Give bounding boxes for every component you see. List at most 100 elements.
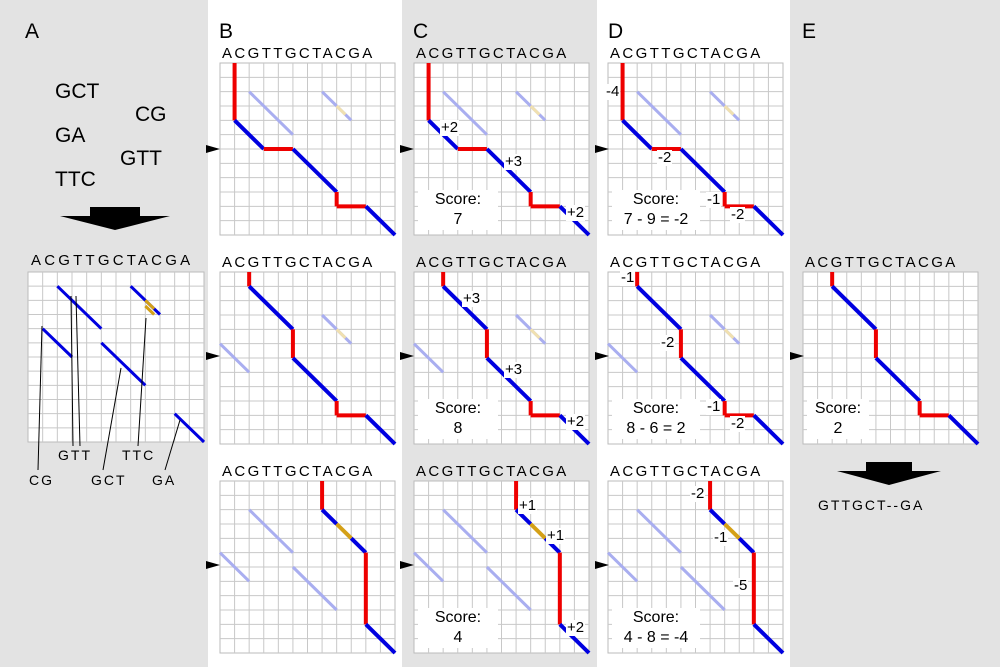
score-annotation: +3 xyxy=(462,290,482,307)
row-pointer-icon xyxy=(400,352,414,360)
score-annotation: -1 xyxy=(706,398,722,415)
match-segment xyxy=(364,204,397,237)
fragment-label-gct: GCT xyxy=(91,472,127,488)
score-annotation: +2 xyxy=(566,413,586,430)
faint-fragment-diagonal xyxy=(636,508,682,554)
fragment-label-gtt: GTT xyxy=(58,447,92,463)
row-pointer-icon xyxy=(206,145,220,153)
faint-fragment-diagonal xyxy=(442,508,488,554)
score-annotation: +3 xyxy=(504,153,524,170)
row-pointer-icon xyxy=(400,561,414,569)
fragment-label-ga: GA xyxy=(152,472,177,488)
fragment-label-cg: CG xyxy=(29,472,54,488)
faint-fragment-diagonal xyxy=(485,565,532,612)
score-annotation: -2 xyxy=(730,206,746,223)
faint-fragment-diagonal xyxy=(636,90,682,136)
fragment-label-ttc: TTC xyxy=(122,447,156,463)
score-annotation: -5 xyxy=(733,577,749,594)
score-annotation: +3 xyxy=(504,361,524,378)
score-box-e: Score: 2 xyxy=(807,399,869,439)
row-pointer-icon xyxy=(595,561,609,569)
match-segment xyxy=(635,284,683,331)
match-segment xyxy=(441,284,489,331)
faint-fragment-diagonal xyxy=(335,104,347,116)
sequence-header-b1: ACGTTGCTACGA xyxy=(222,45,375,62)
overlap-segment xyxy=(529,522,547,540)
fragment-diagonal xyxy=(41,327,74,359)
sequence-header-c1: ACGTTGCTACGA xyxy=(416,45,569,62)
dot-plot-grid-b2 xyxy=(218,271,397,446)
row-pointer-icon xyxy=(206,352,220,360)
row-pointer-icon xyxy=(206,561,220,569)
faint-fragment-diagonal xyxy=(679,565,726,612)
down-arrow-icon xyxy=(60,207,170,230)
overlap-segment xyxy=(144,304,156,316)
panel-label-d: D xyxy=(608,20,624,43)
score-box-d2: Score: 8 - 6 = 2 xyxy=(612,399,700,439)
dot-plot-grid-b3 xyxy=(218,480,397,655)
fragment-cg: CG xyxy=(135,103,167,126)
faint-fragment-diagonal xyxy=(442,90,488,136)
final-alignment: GTTGCT--GA xyxy=(818,497,925,513)
match-segment xyxy=(349,536,368,555)
dot-plot-grid-c3 xyxy=(412,480,591,655)
match-segment xyxy=(364,413,397,446)
match-segment xyxy=(737,536,756,555)
match-segment xyxy=(320,508,339,526)
dot-plot-grid-b1 xyxy=(219,62,397,237)
sequence-header-c2: ACGTTGCTACGA xyxy=(416,254,569,271)
down-arrow-icon xyxy=(837,462,941,485)
fragment-gct: GCT xyxy=(55,80,100,103)
score-annotation: -1 xyxy=(713,529,729,546)
fragment-diagonal xyxy=(56,285,103,330)
match-segment xyxy=(247,284,295,331)
sequence-header-e: ACGTTGCTACGA xyxy=(805,254,958,271)
faint-fragment-diagonal xyxy=(412,551,445,583)
score-box-d1: Score: 7 - 9 = -2 xyxy=(612,190,700,230)
faint-fragment-diagonal xyxy=(321,90,353,122)
score-annotation: -4 xyxy=(605,83,621,100)
faint-fragment-diagonal xyxy=(723,328,735,340)
match-segment xyxy=(485,356,533,403)
match-segment xyxy=(947,413,980,446)
faint-fragment-diagonal xyxy=(606,342,639,374)
match-segment xyxy=(364,622,397,655)
fragment-diagonal xyxy=(173,412,206,444)
sequence-header-d1: ACGTTGCTACGA xyxy=(610,45,763,62)
match-segment xyxy=(621,118,654,151)
match-segment xyxy=(830,284,878,331)
faint-fragment-diagonal xyxy=(412,342,445,374)
score-annotation: -2 xyxy=(690,485,706,502)
match-segment xyxy=(679,356,727,403)
sequence-header-d2: ACGTTGCTACGA xyxy=(610,254,763,271)
score-annotation: -1 xyxy=(620,269,636,286)
sequence-header-b2: ACGTTGCTACGA xyxy=(222,254,375,271)
match-segment xyxy=(752,204,785,237)
dot-plot-grid-a xyxy=(27,271,206,444)
faint-fragment-diagonal xyxy=(248,90,294,136)
score-annotation: +1 xyxy=(546,527,566,544)
match-segment xyxy=(485,147,533,194)
match-segment xyxy=(708,508,727,526)
panel-label-a: A xyxy=(25,20,40,43)
sequence-header-a: ACGTTGCTACGA xyxy=(31,252,194,269)
fragment-ttc: TTC xyxy=(55,168,96,191)
sequence-header-d3: ACGTTGCTACGA xyxy=(610,463,763,480)
score-annotation: +2 xyxy=(566,204,586,221)
fragment-diagonal xyxy=(144,299,156,310)
overlap-segment xyxy=(335,522,353,540)
match-segment xyxy=(752,622,785,655)
fragment-label-leaders xyxy=(37,295,181,471)
match-segment xyxy=(291,147,339,194)
panel-label-b: B xyxy=(219,20,234,43)
fragment-gtt: GTT xyxy=(120,147,162,170)
panel-label-e: E xyxy=(802,20,817,43)
faint-fragment-diagonal xyxy=(335,328,347,340)
faint-fragment-diagonal xyxy=(291,565,338,612)
match-segment xyxy=(874,356,922,403)
score-annotation: +2 xyxy=(440,119,460,136)
faint-fragment-diagonal xyxy=(606,551,639,583)
fragment-ga: GA xyxy=(55,124,86,147)
score-box-d3: Score: 4 - 8 = -4 xyxy=(612,608,700,648)
faint-fragment-diagonal xyxy=(529,104,541,116)
